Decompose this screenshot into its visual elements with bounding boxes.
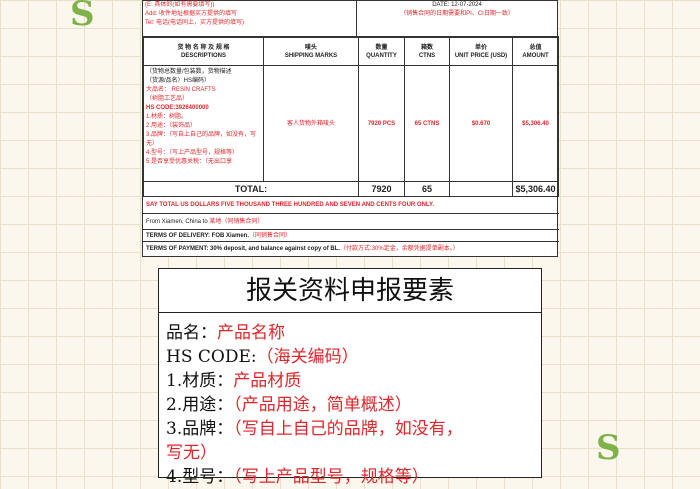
total-ctns: 65 bbox=[404, 181, 450, 197]
decorative-s-icon: S bbox=[596, 428, 621, 468]
consignee-line: (E: 具体的(如有需要填写)) bbox=[145, 2, 215, 8]
telephone: Tel: 电话(电话同上，买方提供的填写) bbox=[145, 20, 245, 26]
list-item: 3.品牌：（写自上自己的品牌，如没有， bbox=[166, 419, 463, 439]
list-item: 写无） bbox=[166, 443, 217, 463]
elements-list: 品名：产品名称 HS CODE:（海关编码） 1.材质：产品材质 2.用途：（产品用途… bbox=[159, 313, 541, 489]
amount-cell: $5,306.40 bbox=[512, 65, 559, 182]
date: DATE: 12-07-2024 bbox=[432, 2, 482, 8]
table-row: （货物总数量/包装数，货物描述 （货源/品名）HS编码） 大品名： RESIN C… bbox=[143, 65, 559, 182]
list-item: HS CODE:（海关编码） bbox=[166, 347, 359, 367]
header-descriptions: 货 物 名 称 及 规 格 DESCRIPTIONS bbox=[143, 37, 264, 66]
header-unit-price: 单价 UNIT PRICE (USD) bbox=[449, 37, 513, 66]
header-shipping-marks: 唛头 SHIPPING MARKS bbox=[263, 37, 359, 66]
goods-table: 货 物 名 称 及 规 格 DESCRIPTIONS 唛头 SHIPPING MAR… bbox=[143, 37, 559, 197]
description-cell: （货物总数量/包装数，货物描述 （货源/品名）HS编码） 大品名： RESIN C… bbox=[143, 65, 264, 182]
unit-price-cell: $0.670 bbox=[449, 65, 513, 182]
quantity-cell: 7920 PCS bbox=[358, 65, 405, 182]
invoice-image: (E: 具体的(如有需要填写)) Add: 收件地址根据买方提供的填写 Tel:… bbox=[142, 0, 559, 257]
shipping-marks-cell: 客人货物外箱唛头 bbox=[263, 65, 359, 182]
payment-terms: TERMS OF PAYMENT: 30% deposit, and balan… bbox=[143, 241, 559, 257]
address: Add: 收件地址根据买方提供的填写 bbox=[145, 11, 238, 17]
list-item: 1.材质：产品材质 bbox=[166, 371, 302, 391]
total-label: TOTAL: bbox=[143, 181, 359, 197]
say-total: SAY TOTAL US DOLLARS FIVE THOUSAND THREE… bbox=[143, 196, 559, 213]
total-quantity: 7920 bbox=[358, 181, 405, 197]
ctns-cell: 65 CTNS bbox=[404, 65, 450, 182]
decorative-s-icon: S bbox=[70, 0, 95, 34]
header-amount: 总值 AMOUNT bbox=[512, 37, 559, 66]
list-item: 2.用途：（产品用途，简单概述） bbox=[166, 395, 412, 415]
header-row: 货 物 名 称 及 规 格 DESCRIPTIONS 唛头 SHIPPING MAR… bbox=[143, 37, 559, 66]
list-item: 4.型号：（写上产品型号，规格等） bbox=[166, 467, 429, 487]
declaration-elements-box: 报关资料申报要素 品名：产品名称 HS CODE:（海关编码） 1.材质：产品材质 2… bbox=[158, 268, 542, 487]
header-quantity: 数量 QUANTITY bbox=[358, 37, 405, 66]
date-note: （销售合同的日期需要和PI、CI日期一致） bbox=[400, 11, 514, 17]
total-row: TOTAL: 7920 65 $5,306.40 bbox=[143, 181, 559, 197]
list-item: 品名：产品名称 bbox=[166, 323, 285, 343]
delivery-terms: TERMS OF DELIVERY: FOB Xiamen.（同销售合同） bbox=[143, 229, 559, 241]
header-ctns: 箱数 CTNS bbox=[404, 37, 450, 66]
box-title: 报关资料申报要素 bbox=[159, 269, 541, 313]
from-line: From Xiamen, China to 某地（同销售合同） bbox=[143, 213, 559, 229]
total-empty bbox=[449, 181, 513, 197]
total-amount: $5,306.40 bbox=[512, 181, 559, 197]
